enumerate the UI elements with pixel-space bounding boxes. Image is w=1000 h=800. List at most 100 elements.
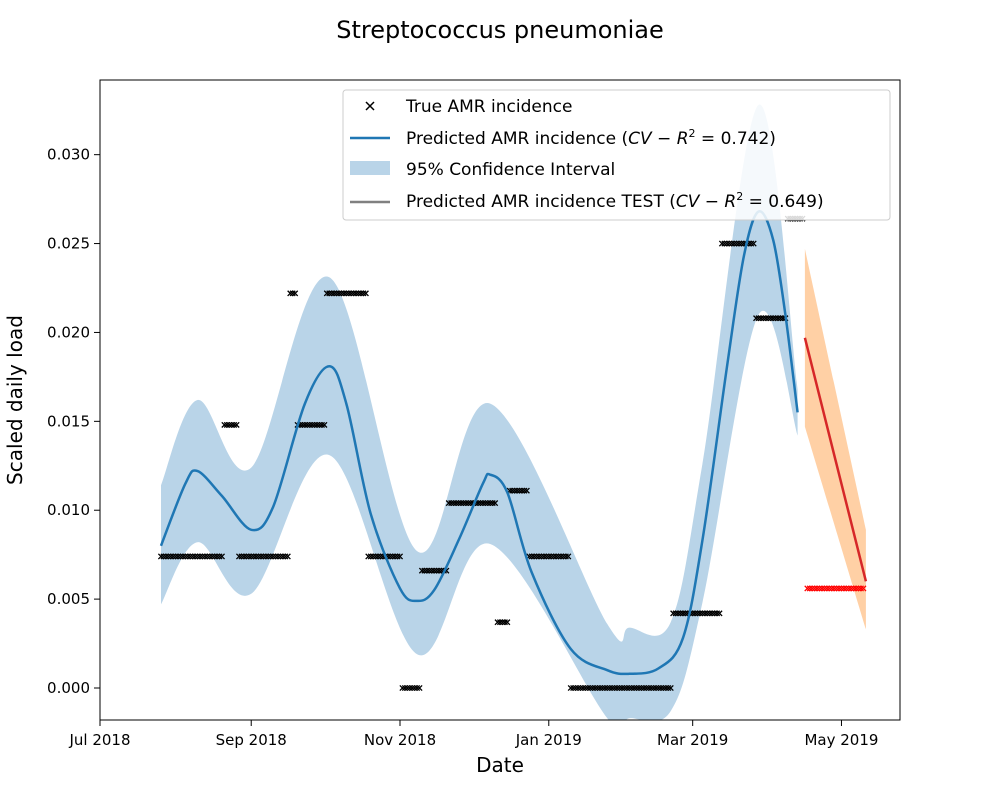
true-incidence-marker: [389, 553, 396, 560]
true-incidence-marker: [648, 684, 655, 692]
true-incidence-marker: [562, 553, 569, 560]
true-incidence-marker: [326, 290, 333, 297]
true-incidence-marker: [682, 610, 689, 617]
true-incidence-marker: [674, 610, 682, 617]
true-incidence-marker: [723, 240, 730, 247]
true-incidence-marker: [726, 240, 733, 247]
true-incidence-marker: [192, 553, 199, 560]
test-true-incidence-marker: [831, 585, 838, 592]
true-incidence-marker: [738, 240, 745, 247]
true-incidence-marker: [592, 684, 599, 692]
true-incidence-marker: [194, 553, 201, 560]
legend-entry-test: Predicted AMR incidence TEST (CV − R2 = …: [350, 190, 824, 212]
true-incidence-marker: [499, 619, 506, 626]
true-incidence-marker: [655, 684, 662, 692]
true-incidence-marker: [255, 553, 262, 560]
true-incidence-marker: [233, 421, 240, 428]
true-incidence-marker: [304, 421, 311, 428]
true-incidence-marker: [487, 500, 494, 507]
true-incidence-marker: [201, 553, 208, 560]
true-incidence-marker: [731, 240, 738, 247]
true-incidence-marker: [311, 421, 318, 428]
true-incidence-marker: [306, 421, 313, 428]
true-incidence-marker: [665, 684, 672, 692]
true-incidence-marker: [567, 684, 574, 692]
true-incidence-marker: [177, 553, 184, 560]
true-incidence-marker: [360, 290, 367, 297]
true-incidence-marker: [757, 315, 765, 322]
plot-frame: [99, 79, 901, 721]
legend-test-label: Predicted AMR incidence TEST (CV − R2 = …: [406, 190, 824, 212]
true-incidence-marker: [253, 553, 260, 560]
true-incidence-marker: [270, 553, 277, 560]
true-incidence-marker: [272, 553, 279, 560]
true-incidence-marker: [460, 500, 467, 507]
true-incidence-marker: [262, 553, 269, 560]
true-incidence-marker: [501, 619, 508, 626]
legend-true-marker: [365, 101, 375, 111]
test-true-incidence-marker: [806, 585, 813, 592]
true-incidence-marker: [709, 610, 716, 617]
true-incidence-marker: [523, 487, 530, 494]
true-incidence-marker: [362, 290, 369, 297]
y-tick-label: 0.020: [47, 323, 90, 341]
true-incidence-marker: [235, 553, 243, 560]
true-incidence-marker: [623, 684, 630, 692]
true-incidence-marker: [735, 240, 743, 247]
true-incidence-marker: [638, 684, 645, 692]
true-incidence-marker: [494, 619, 501, 626]
true-incidence-marker: [728, 240, 735, 247]
true-incidence-marker: [370, 553, 377, 560]
true-incidence-marker: [479, 500, 486, 507]
y-tick-label: 0.000: [47, 679, 90, 697]
true-incidence-marker: [611, 684, 618, 692]
true-incidence-marker: [394, 553, 401, 560]
chart-title: Streptococcus pneumoniae: [336, 16, 664, 44]
true-incidence-marker: [309, 421, 316, 428]
true-incidence-marker: [372, 553, 379, 560]
true-incidence-marker: [721, 240, 728, 247]
test-true-incidence-marker: [821, 585, 828, 592]
true-incidence-marker: [357, 290, 365, 297]
true-incidence-marker: [287, 290, 294, 297]
true-incidence-marker: [626, 684, 633, 692]
true-incidence-marker: [187, 553, 194, 560]
true-incidence-marker: [418, 567, 426, 574]
true-incidence-marker: [589, 684, 596, 692]
true-incidence-marker: [223, 421, 230, 428]
legend-entry-ci: 95% Confidence Interval: [350, 160, 615, 180]
true-incidence-marker: [550, 553, 557, 560]
true-incidence-marker: [218, 553, 226, 560]
true-incidence-marker: [621, 684, 628, 692]
true-incidence-marker: [750, 240, 757, 247]
test-true-incidence-marker: [845, 585, 852, 592]
true-incidence-marker: [533, 553, 540, 560]
x-axis: Jul 2018 Sep 2018 Nov 2018 Jan 2019 Mar 2019…: [68, 720, 878, 749]
true-incidence-marker: [455, 500, 462, 507]
true-incidence-marker: [704, 610, 711, 617]
true-incidence-marker: [245, 553, 252, 560]
x-tick-label: Sep 2018: [216, 731, 287, 749]
true-incidence-marker: [606, 684, 613, 692]
true-incidence-marker: [596, 684, 604, 692]
true-incidence-marker: [289, 290, 296, 297]
true-incidence-marker: [189, 553, 196, 560]
legend-ci-swatch: [350, 161, 390, 175]
true-incidence-marker: [716, 610, 723, 617]
true-incidence-marker: [584, 684, 591, 692]
true-incidence-marker: [214, 553, 221, 560]
test-true-incidence-marker: [833, 585, 840, 592]
true-incidence-marker: [411, 684, 418, 692]
true-incidence-marker: [265, 553, 272, 560]
true-incidence-marker: [204, 553, 211, 560]
true-incidence-marker: [274, 553, 282, 560]
true-incidence-marker: [292, 290, 299, 297]
true-incidence-marker: [257, 553, 265, 560]
true-incidence-marker: [570, 684, 577, 692]
true-incidence-marker: [367, 553, 374, 560]
x-tick-label: Jan 2019: [515, 731, 582, 749]
true-incidence-marker: [692, 610, 699, 617]
true-incidence-marker: [392, 553, 399, 560]
true-incidence-marker: [496, 619, 504, 626]
